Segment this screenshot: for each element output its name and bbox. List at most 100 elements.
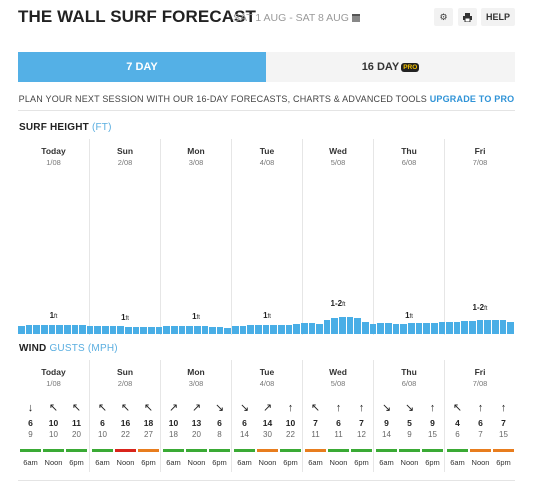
day-name: Tue: [259, 146, 275, 156]
wind-rating-bar: [470, 449, 491, 452]
day-date: 1/08: [46, 158, 61, 167]
surf-bar: [33, 325, 40, 334]
wind-direction-arrow: ↘: [375, 398, 398, 416]
surf-day-column: Mon 3/08 1ft: [160, 139, 231, 335]
wind-gust: 14: [382, 430, 391, 439]
wind-speed: 10: [48, 418, 59, 428]
wind-speed: 10: [168, 418, 179, 428]
wind-arrow-icon: ↘: [404, 402, 415, 414]
wind-direction-arrow: ↑: [279, 398, 302, 416]
wind-arrow-icon: ↖: [97, 402, 108, 414]
time-of-day: Noon: [258, 458, 277, 467]
wind-day-column: Thu 6/08 ↘ 9 14 6am ↘ 5 9 Noon ↑ 9 15 6pm: [373, 360, 444, 472]
surf-height-label: 1ft: [232, 311, 302, 320]
surf-bar: [339, 317, 346, 334]
wind-day-column: Fri 7/08 ↖ 4 6 6am ↑ 6 7 Noon ↑ 7 15 6pm: [444, 360, 515, 472]
wind-gust: 30: [263, 430, 272, 439]
time-of-day: 6pm: [212, 458, 227, 467]
surf-day-column: Thu 6/08 1ft: [373, 139, 444, 335]
wind-arrow-icon: ↖: [452, 402, 463, 414]
wind-gust: 22: [121, 430, 130, 439]
surf-height-value: 1: [192, 312, 197, 321]
day-name: Wed: [329, 146, 347, 156]
surf-bar: [323, 320, 331, 334]
calendar-icon[interactable]: [351, 14, 360, 22]
surf-bar: [446, 322, 453, 334]
day-date: 1/08: [46, 379, 61, 388]
wind-table: Today 1/08 ↓ 6 9 6am ↖ 10 10 Noon ↖ 11 20 6pm Sun 2/08 ↖…: [18, 360, 515, 472]
surf-height-label: 1-2ft: [303, 299, 373, 308]
day-date: 2/08: [117, 379, 133, 388]
day-name: Fri: [474, 367, 486, 377]
wind-rating-bar: [447, 449, 468, 452]
day-name: Tue: [259, 367, 275, 377]
wind-arrow-icon: ↓: [27, 402, 34, 414]
wind-gust: 12: [357, 430, 366, 439]
tab-16-day[interactable]: 16 DAY PRO: [266, 52, 515, 82]
tab-7-day[interactable]: 7 DAY: [18, 52, 266, 82]
wind-speed: 6: [217, 418, 222, 428]
day-date: 3/08: [188, 379, 204, 388]
print-button[interactable]: [458, 8, 477, 26]
wind-day-column: Wed 5/08 ↖ 7 11 6am ↑ 6 11 Noon ↑ 7 12 6pm: [302, 360, 373, 472]
surf-height-unit: ft: [54, 314, 58, 320]
day-name: Wed: [329, 367, 347, 377]
surf-height-bars: [18, 314, 515, 334]
time-of-day: 6am: [308, 458, 323, 467]
wind-speed: 6: [100, 418, 105, 428]
wind-rating-bar: [399, 449, 420, 452]
surf-bar: [476, 320, 484, 334]
surf-bar: [102, 326, 109, 334]
time-of-day: 6am: [237, 458, 252, 467]
wind-direction-arrow: ↑: [469, 398, 492, 416]
day-date: 5/08: [330, 158, 346, 167]
wind-rating-bar: [209, 449, 230, 452]
help-button[interactable]: HELP: [481, 8, 515, 26]
wind-arrow-icon: ↗: [262, 402, 273, 414]
settings-button[interactable]: ⚙: [434, 8, 453, 26]
surf-bar: [94, 326, 102, 334]
surf-bar: [415, 323, 423, 334]
surf-bar: [18, 326, 25, 334]
surf-bar: [86, 326, 94, 334]
surf-bar: [232, 326, 239, 334]
surf-bar: [369, 324, 377, 334]
time-of-day: 6am: [95, 458, 110, 467]
wind-speed: 14: [262, 418, 273, 428]
wind-arrow-icon: ↗: [191, 402, 202, 414]
wind-arrow-icon: ↑: [429, 402, 436, 414]
surf-day-column: Fri 7/08 1-2ft: [444, 139, 515, 335]
wind-arrow-icon: ↖: [310, 402, 321, 414]
wind-direction-arrow: ↘: [398, 398, 421, 416]
wind-direction-arrow: ↘: [208, 398, 231, 416]
surf-bar: [140, 327, 147, 334]
surf-bar: [277, 325, 285, 334]
upgrade-link[interactable]: UPGRADE TO PRO: [429, 94, 515, 104]
wind-speed: 4: [455, 418, 460, 428]
surf-bar: [163, 326, 170, 334]
surf-height-label: 1ft: [18, 311, 89, 320]
wind-speed: 7: [313, 418, 318, 428]
time-of-day: 6am: [379, 458, 394, 467]
wind-unit: (MPH): [87, 343, 118, 354]
wind-gust: 10: [98, 430, 107, 439]
time-of-day: 6am: [166, 458, 181, 467]
surf-bar: [377, 323, 384, 334]
wind-day-column: Tue 4/08 ↘ 6 14 6am ↗ 14 30 Noon ↑ 10 22 6pm: [231, 360, 302, 472]
surf-bar: [469, 321, 476, 334]
time-of-day: 6pm: [69, 458, 84, 467]
surf-bar: [56, 325, 63, 334]
page-header: THE WALL SURF FORECAST SAT 1 AUG - SAT 8…: [18, 6, 515, 28]
time-of-day: Noon: [400, 458, 419, 467]
wind-arrow-icon: ↗: [168, 402, 179, 414]
surf-bar: [285, 325, 293, 334]
surf-bar: [270, 325, 277, 334]
wind-arrow-icon: ↖: [71, 402, 82, 414]
wind-rating-bar: [305, 449, 326, 452]
day-date: 6/08: [401, 379, 417, 388]
time-of-day: 6pm: [425, 458, 440, 467]
surf-bar: [362, 322, 369, 334]
surf-height-value: 1: [263, 311, 268, 320]
time-of-day: 6pm: [354, 458, 369, 467]
surf-bar: [239, 326, 247, 334]
